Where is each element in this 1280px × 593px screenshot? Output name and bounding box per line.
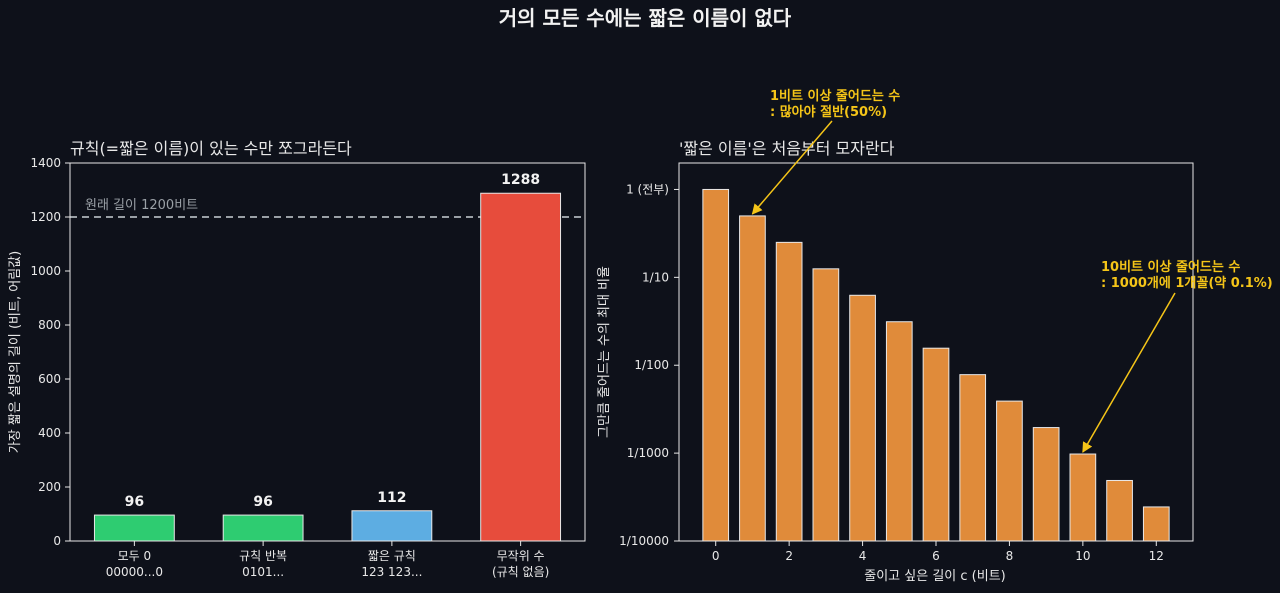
x-tick-label: 4: [859, 549, 867, 563]
left-plot-area: 원래 길이 1200비트 96 모두 0 00000...0 96 규칙 반복 0101..…: [30, 156, 586, 579]
left-y-axis-label: 가장 짧은 설명의 길이 (비트, 어림값): [8, 251, 23, 453]
bar-value-label: 96: [125, 494, 144, 510]
bar: [739, 215, 766, 542]
x-tick-label: 00000...0: [106, 565, 163, 579]
y-tick-label: 0: [53, 534, 61, 548]
x-tick-label: 10: [1075, 549, 1090, 563]
annotation-arrow: [751, 120, 833, 215]
bar: [775, 241, 803, 542]
bar: [959, 374, 987, 542]
bar: [480, 192, 562, 542]
bar-value-label: 1288: [501, 172, 540, 188]
y-tick-label: 800: [38, 318, 61, 332]
y-tick-label: 200: [38, 480, 61, 494]
bar: [93, 514, 175, 542]
x-tick-label: (규칙 없음): [492, 565, 549, 579]
bar: [996, 400, 1023, 542]
annotation-arrow: [1082, 292, 1176, 453]
y-tick-label: 1000: [30, 264, 61, 278]
x-tick-label: 규칙 반복: [239, 549, 287, 563]
bar: [1069, 453, 1097, 542]
bar: [885, 321, 913, 542]
bar: [812, 268, 840, 542]
bar: [849, 294, 876, 542]
bar: [922, 347, 950, 542]
bar: [702, 188, 730, 542]
right-y-axis-label: 그만큼 줄어드는 수의 최대 비율: [597, 266, 612, 438]
right-plot-area: 1 (전부) 1/10 1/100 1/1000 1/10000 0 2 4 6 8 10 12 1비트…: [619, 88, 1273, 563]
x-tick-label: 2: [785, 549, 793, 563]
bar: [351, 510, 433, 542]
x-tick-label: 6: [932, 549, 940, 563]
reference-line-label: 원래 길이 1200비트: [85, 198, 198, 213]
bar: [1142, 506, 1170, 542]
x-tick-label: 8: [1006, 549, 1014, 563]
annotation-text: : 많아야 절반(50%): [770, 104, 887, 120]
y-tick-label: 1/10000: [619, 534, 669, 548]
x-tick-label: 0101...: [242, 565, 284, 579]
right-x-axis-label: 줄이고 싶은 길이 c (비트): [864, 569, 1005, 584]
y-tick-label: 1/10: [642, 270, 669, 284]
right-chart-title: '짧은 이름'은 처음부터 모자란다: [679, 139, 895, 158]
bar-value-label: 112: [377, 490, 406, 506]
x-tick-label: 무작위 수: [497, 549, 545, 563]
x-tick-label: 짧은 규칙: [368, 549, 416, 563]
annotation-text: 1비트 이상 줄어드는 수: [770, 88, 900, 104]
y-tick-label: 1/1000: [627, 446, 669, 460]
left-chart: 규칙(=짧은 이름)이 있는 수만 쪼그라든다 가장 짧은 설명의 길이 (비트…: [8, 139, 586, 579]
y-tick-label: 1 (전부): [626, 182, 669, 196]
annotation-text: : 1000개에 1개꼴(약 0.1%): [1101, 275, 1273, 291]
y-tick-label: 600: [38, 372, 61, 386]
plot-frame: [678, 162, 1194, 542]
y-tick-label: 400: [38, 426, 61, 440]
y-tick-label: 1400: [30, 156, 61, 170]
x-tick-label: 12: [1149, 549, 1164, 563]
bar-value-label: 96: [253, 494, 272, 510]
y-tick-label: 1/100: [634, 358, 669, 372]
bar: [1106, 479, 1133, 542]
plot-frame: [69, 162, 586, 542]
bar: [1032, 427, 1060, 542]
y-tick-label: 1200: [30, 210, 61, 224]
x-tick-label: 모두 0: [118, 549, 152, 563]
x-tick-label: 0: [712, 549, 720, 563]
right-chart: '짧은 이름'은 처음부터 모자란다 그만큼 줄어드는 수의 최대 비율 줄이고…: [597, 88, 1273, 584]
bar: [222, 514, 304, 542]
x-tick-label: 123 123...: [361, 565, 422, 579]
left-chart-title: 규칙(=짧은 이름)이 있는 수만 쪼그라든다: [70, 139, 352, 158]
figure-title: 거의 모든 수에는 짧은 이름이 없다: [499, 6, 792, 30]
annotation-text: 10비트 이상 줄어드는 수: [1101, 259, 1240, 275]
